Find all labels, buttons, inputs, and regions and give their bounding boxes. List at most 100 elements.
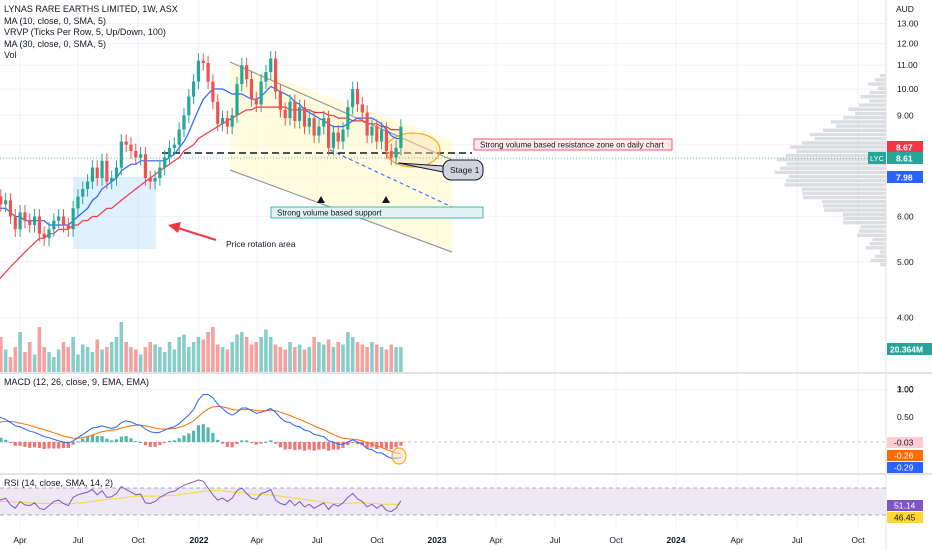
macd-histogram-bar xyxy=(148,442,152,447)
volume-bar xyxy=(312,337,316,372)
macd-histogram-bar xyxy=(114,439,119,442)
volume-bar xyxy=(0,337,3,372)
volume-bar xyxy=(273,344,278,372)
rsi-badge-2 xyxy=(887,512,923,523)
macd-histogram-bar xyxy=(293,442,297,451)
macd-histogram-bar xyxy=(172,440,176,442)
volume-bar xyxy=(370,342,374,372)
price-tick-label: 5.00 xyxy=(897,257,914,267)
price-badge-red-text: 8.67 xyxy=(896,143,913,153)
volume-bar xyxy=(201,339,206,372)
macd-histogram-bar xyxy=(302,442,307,451)
volume-bar xyxy=(138,354,143,372)
volume-profile-row xyxy=(848,107,886,111)
macd-histogram-bar xyxy=(298,442,302,450)
rsi-legend[interactable]: RSI (14, close, SMA, 14, 2) xyxy=(4,478,114,488)
volume-profile-row xyxy=(802,141,886,145)
vrvp-legend[interactable]: VRVP (Ticks Per Row, 5, Up/Down, 100) xyxy=(4,27,166,37)
resistance-label-box xyxy=(473,138,673,151)
candle-body xyxy=(380,129,384,142)
symbol-title[interactable]: LYNAS RARE EARTHS LIMITED, 1W, ASX xyxy=(4,4,178,14)
ma-badge-blue xyxy=(887,171,923,183)
macd-histogram-bar xyxy=(32,442,37,448)
volume-badge-text: 20.364M xyxy=(890,345,923,355)
volume-bar xyxy=(230,342,234,372)
volume-profile-row xyxy=(786,153,886,158)
candle-body xyxy=(167,147,172,158)
candle-body xyxy=(298,107,302,121)
volume-profile-row xyxy=(786,179,886,183)
macd-histogram-bar xyxy=(129,438,133,442)
candle-body xyxy=(399,126,403,148)
volume-profile-row xyxy=(857,233,886,237)
time-tick-label: Apr xyxy=(13,535,26,545)
symbol-badge-text: LYC xyxy=(870,154,885,163)
time-tick-label: Jul xyxy=(73,535,84,545)
macd-histogram-bar xyxy=(312,442,316,451)
macd-histogram-bar xyxy=(90,434,94,442)
volume-profile xyxy=(774,74,886,267)
volume-bar xyxy=(153,344,157,372)
macd-histogram-bar xyxy=(76,441,80,443)
macd-legend[interactable]: MACD (12, 26, close, 9, EMA, EMA) xyxy=(4,377,150,387)
volume-profile-row xyxy=(865,246,886,250)
volume-bar xyxy=(23,352,27,372)
macd-badge-1-text: -0.03 xyxy=(894,438,914,448)
macd-badge-3-text: -0.29 xyxy=(894,463,914,473)
macd-histogram-bar xyxy=(384,442,389,449)
macd-histogram-bar xyxy=(235,442,239,445)
candle-body xyxy=(245,65,249,80)
macd-histogram-bar xyxy=(196,425,201,442)
candle-body xyxy=(283,109,287,119)
candle-body xyxy=(196,60,201,82)
vol-legend[interactable]: Vol xyxy=(4,50,17,60)
last-price-badge-text: 8.61 xyxy=(896,154,913,164)
candle-body xyxy=(206,62,210,82)
macd-histogram-bar xyxy=(346,442,350,446)
ma30-legend[interactable]: MA (30, close, 0, SMA, 5) xyxy=(4,38,107,49)
volume-bar xyxy=(85,347,90,372)
volume-bar xyxy=(8,357,13,372)
volume-bar xyxy=(278,347,283,372)
macd-ellipse xyxy=(391,447,407,465)
volume-bar xyxy=(27,342,32,372)
macd-histogram-bar xyxy=(119,436,123,442)
volume-bar xyxy=(3,349,8,372)
candle-body xyxy=(153,178,157,182)
candle-body xyxy=(235,84,239,116)
candle-body xyxy=(143,154,148,179)
ma10-legend[interactable]: MA (10, close, 0, SMA, 5) xyxy=(4,15,107,26)
volume-bar xyxy=(56,349,61,372)
macd-histogram-bar xyxy=(211,432,215,442)
candle-body xyxy=(346,107,350,130)
macd-histogram-bar xyxy=(331,442,335,450)
candle-body xyxy=(365,112,369,136)
candle-body xyxy=(331,132,335,148)
candle-body xyxy=(201,60,205,63)
candle-body xyxy=(124,141,128,145)
time-tick-label: 2022 xyxy=(190,535,209,545)
time-tick-label: 2023 xyxy=(428,535,447,545)
time-tick-label: Oct xyxy=(131,535,145,545)
volume-profile-row xyxy=(880,263,886,267)
volume-bar xyxy=(129,347,133,372)
macd-histogram-bar xyxy=(225,442,229,447)
volume-bar xyxy=(326,339,331,372)
candle-body xyxy=(52,220,56,230)
volume-bar xyxy=(346,332,350,372)
rsi-badge-1-text: 51.14 xyxy=(894,501,916,511)
macd-line xyxy=(0,394,401,459)
volume-profile-row xyxy=(802,191,886,195)
candle-body xyxy=(47,229,51,239)
candle-body xyxy=(110,178,114,182)
rsi-badge-1 xyxy=(887,500,923,511)
macd-histogram-bar xyxy=(105,438,109,442)
macd-histogram-bar xyxy=(110,440,114,442)
macd-histogram-bar xyxy=(153,442,157,447)
volume-bar xyxy=(191,342,196,372)
volume-badge xyxy=(887,343,932,355)
macd-histogram-bar xyxy=(143,442,148,446)
volume-bars xyxy=(0,322,403,372)
volume-profile-row xyxy=(875,78,886,82)
